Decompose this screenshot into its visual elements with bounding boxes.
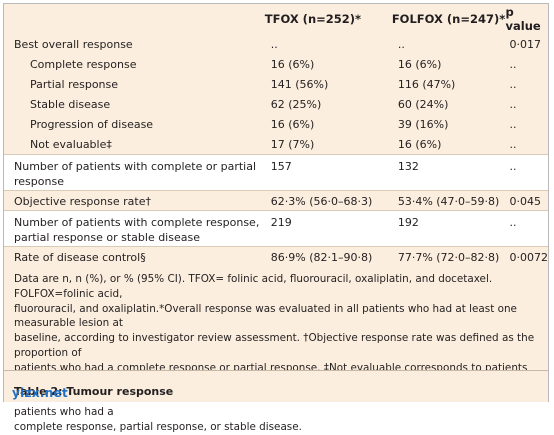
- header-p-value: p value: [505, 5, 541, 33]
- folfox-value: 192: [391, 209, 506, 246]
- footnote-line: baseline, according to investigator revi…: [14, 332, 535, 359]
- folfox-value: 16 (6%): [397, 138, 442, 151]
- table-frame: TFOX (n=252)* FOLFOX (n=247)* p value Be…: [3, 3, 549, 433]
- caption-bar: Table 2: Tumour response yizx.net: [4, 370, 548, 402]
- p-value: ..: [505, 153, 548, 190]
- p-value: 0·017: [509, 38, 542, 51]
- tfox-value: ..: [270, 38, 278, 51]
- tfox-value: 86·9% (82·1–90·8): [264, 245, 392, 266]
- header-label-col: [4, 4, 265, 34]
- row-label: Stable disease: [30, 98, 111, 111]
- folfox-value: 132: [391, 153, 506, 190]
- header-folfox: FOLFOX (n=247)*: [391, 12, 506, 26]
- table-caption: Table 2: Tumour response: [14, 385, 174, 398]
- footnote-line: complete response, partial response, or …: [14, 420, 302, 433]
- table-row: Stable disease 62 (25%) 60 (24%)..: [4, 94, 548, 114]
- table-row: Progression of disease 16 (6%) 39 (16%)..: [4, 114, 548, 134]
- tfox-value: 16 (6%): [270, 118, 315, 131]
- p-value: ..: [505, 209, 548, 246]
- p-value: ..: [509, 78, 517, 91]
- table-body: Best overall response.... 0·017 Complete r…: [4, 34, 548, 266]
- p-value: ..: [509, 98, 517, 111]
- p-value: ..: [509, 58, 517, 71]
- tfox-value: 16 (6%): [270, 58, 315, 71]
- table-row: Partial response 141 (56%) 116 (47%)..: [4, 74, 548, 94]
- row-label: Number of patients with complete or part…: [4, 153, 265, 190]
- row-label: Best overall response: [14, 38, 133, 51]
- p-value: 0·045: [505, 189, 548, 210]
- tfox-value: 17 (7%): [270, 138, 315, 151]
- folfox-value: 53·4% (47·0–59·8): [391, 189, 506, 210]
- table-row: Not evaluable‡ 17 (7%) 16 (6%)..: [4, 134, 548, 154]
- row-label: Number of patients with complete respons…: [4, 209, 265, 246]
- table-row: Complete response 16 (6%) 16 (6%)..: [4, 54, 548, 74]
- footnote-line: Data are n, n (%), or % (95% CI). TFOX= …: [14, 273, 493, 300]
- table-row: Best overall response.... 0·017: [4, 34, 548, 54]
- row-label: Not evaluable‡: [30, 138, 112, 151]
- tfox-value: 62 (25%): [270, 98, 322, 111]
- row-label: Progression of disease: [30, 118, 154, 131]
- folfox-value: 60 (24%): [397, 98, 449, 111]
- tfox-value: 141 (56%): [270, 78, 329, 91]
- row-label: Rate of disease control§: [4, 245, 265, 266]
- p-value: ..: [509, 118, 517, 131]
- folfox-value: 39 (16%): [397, 118, 449, 131]
- p-value: ..: [509, 138, 517, 151]
- row-label: Objective response rate†: [4, 189, 265, 210]
- table-row: Objective response rate† 62·3% (56·0–68·3…: [4, 189, 548, 210]
- table-row: Rate of disease control§ 86·9% (82·1–90·8…: [4, 245, 548, 266]
- tumour-response-table: TFOX (n=252)* FOLFOX (n=247)* p value Be…: [4, 4, 548, 266]
- folfox-value: 77·7% (72·0–82·8): [391, 245, 506, 266]
- tfox-value: 157: [264, 153, 392, 190]
- folfox-value: 16 (6%): [397, 58, 442, 71]
- tfox-value: 219: [264, 209, 392, 246]
- row-label: Complete response: [30, 58, 137, 71]
- p-value: 0·0072: [505, 245, 548, 266]
- tfox-value: 62·3% (56·0–68·3): [264, 189, 392, 210]
- table-header-row: TFOX (n=252)* FOLFOX (n=247)* p value: [4, 4, 548, 34]
- watermark: yizx.net: [12, 386, 69, 400]
- table-row: Number of patients with complete respons…: [4, 209, 548, 246]
- row-label: Partial response: [30, 78, 119, 91]
- table-row: Number of patients with complete or part…: [4, 153, 548, 190]
- table-footnote: Data are n, n (%), or % (95% CI). TFOX= …: [14, 272, 544, 435]
- folfox-value: ..: [397, 38, 405, 51]
- footnote-line: fluorouracil, and oxaliplatin.*Overall r…: [14, 302, 517, 330]
- header-tfox: TFOX (n=252)*: [264, 12, 362, 26]
- folfox-value: 116 (47%): [397, 78, 456, 91]
